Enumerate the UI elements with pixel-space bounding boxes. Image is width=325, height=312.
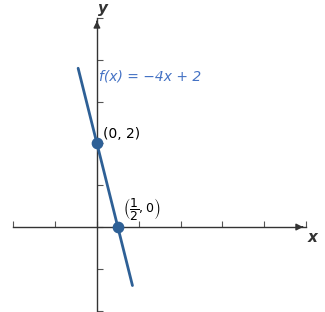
Text: f(x) = −4x + 2: f(x) = −4x + 2 (99, 70, 201, 84)
Text: x: x (308, 230, 318, 245)
Text: $\left(\dfrac{1}{2}, 0\right)$: $\left(\dfrac{1}{2}, 0\right)$ (123, 196, 161, 222)
Text: (0, 2): (0, 2) (103, 127, 140, 141)
Text: y: y (98, 1, 108, 16)
Point (94, 141, 99, 146)
Point (115, 225, 121, 230)
